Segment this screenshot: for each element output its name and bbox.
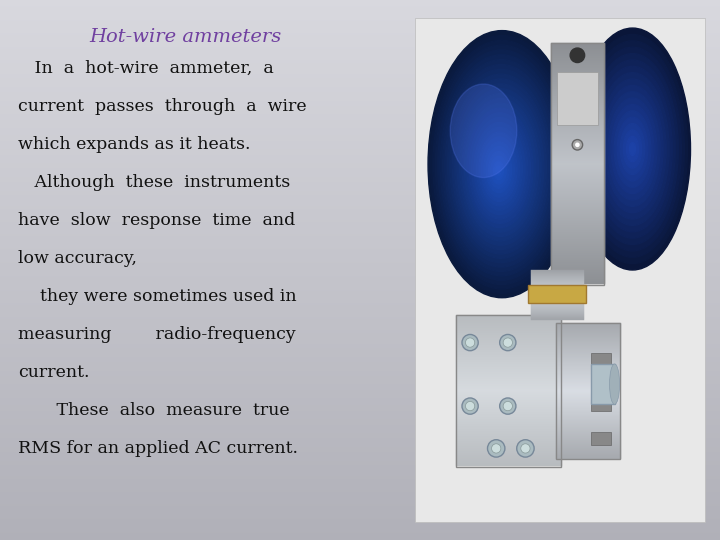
Ellipse shape	[467, 108, 533, 228]
Ellipse shape	[593, 66, 672, 232]
Circle shape	[465, 338, 474, 347]
Ellipse shape	[580, 41, 685, 257]
Bar	[591, 398, 611, 411]
Circle shape	[462, 334, 478, 350]
Ellipse shape	[447, 69, 554, 263]
Ellipse shape	[491, 157, 506, 184]
Bar	[591, 432, 611, 445]
Ellipse shape	[479, 132, 520, 206]
Circle shape	[500, 398, 516, 414]
Circle shape	[503, 338, 513, 347]
Circle shape	[517, 440, 534, 457]
Ellipse shape	[626, 136, 639, 162]
Ellipse shape	[436, 45, 568, 285]
Text: current.: current.	[18, 364, 89, 381]
Ellipse shape	[599, 79, 666, 219]
Ellipse shape	[575, 28, 690, 270]
Ellipse shape	[462, 98, 539, 237]
Text: Although  these  instruments: Although these instruments	[18, 174, 290, 191]
Ellipse shape	[624, 130, 642, 168]
Ellipse shape	[464, 103, 536, 232]
Ellipse shape	[438, 50, 565, 280]
Ellipse shape	[621, 124, 644, 174]
Ellipse shape	[587, 53, 678, 245]
Text: which expands as it heats.: which expands as it heats.	[18, 136, 251, 153]
Ellipse shape	[611, 104, 654, 194]
Ellipse shape	[477, 127, 523, 210]
Ellipse shape	[610, 364, 620, 404]
Bar	[415, 18, 705, 522]
Bar	[557, 323, 620, 459]
Bar	[591, 353, 611, 367]
Ellipse shape	[433, 40, 570, 289]
Ellipse shape	[452, 79, 549, 254]
Bar	[528, 285, 586, 303]
Ellipse shape	[484, 142, 514, 197]
Text: These  also  measure  true: These also measure true	[18, 402, 289, 419]
Circle shape	[465, 401, 474, 411]
Ellipse shape	[577, 35, 688, 264]
Ellipse shape	[428, 31, 576, 298]
Circle shape	[487, 440, 505, 457]
Ellipse shape	[602, 85, 663, 213]
Ellipse shape	[472, 118, 528, 219]
Circle shape	[575, 143, 580, 147]
Ellipse shape	[443, 59, 560, 272]
Bar	[557, 72, 598, 125]
Ellipse shape	[584, 47, 681, 251]
Ellipse shape	[457, 89, 544, 245]
Ellipse shape	[482, 137, 517, 201]
Ellipse shape	[617, 117, 648, 181]
Bar	[591, 364, 615, 404]
Circle shape	[572, 139, 582, 150]
Ellipse shape	[608, 98, 657, 200]
Ellipse shape	[474, 123, 525, 214]
Ellipse shape	[486, 147, 512, 193]
Ellipse shape	[493, 161, 504, 180]
Text: low accuracy,: low accuracy,	[18, 250, 137, 267]
Ellipse shape	[596, 73, 669, 225]
Ellipse shape	[431, 36, 573, 293]
Text: they were sometimes used in: they were sometimes used in	[18, 288, 297, 305]
Ellipse shape	[450, 74, 552, 258]
Ellipse shape	[629, 143, 636, 156]
Ellipse shape	[455, 84, 546, 249]
Text: Hot-wire ammeters: Hot-wire ammeters	[89, 28, 281, 46]
Circle shape	[500, 334, 516, 350]
Circle shape	[521, 444, 530, 453]
Bar	[456, 315, 561, 467]
Ellipse shape	[605, 92, 660, 206]
Ellipse shape	[450, 84, 517, 178]
Circle shape	[462, 398, 478, 414]
Text: have  slow  response  time  and: have slow response time and	[18, 212, 295, 229]
Text: current  passes  through  a  wire: current passes through a wire	[18, 98, 307, 115]
Ellipse shape	[445, 64, 557, 267]
Ellipse shape	[459, 93, 541, 241]
Ellipse shape	[496, 166, 501, 175]
Circle shape	[492, 444, 501, 453]
Ellipse shape	[590, 60, 675, 238]
Ellipse shape	[614, 111, 651, 187]
Text: measuring        radio-frequency: measuring radio-frequency	[18, 326, 296, 343]
Bar	[552, 43, 603, 285]
Text: RMS for an applied AC current.: RMS for an applied AC current.	[18, 440, 298, 457]
Circle shape	[503, 401, 513, 411]
Ellipse shape	[489, 152, 509, 188]
Text: In  a  hot-wire  ammeter,  a: In a hot-wire ammeter, a	[18, 60, 274, 77]
Circle shape	[570, 48, 585, 63]
Ellipse shape	[469, 113, 531, 224]
Ellipse shape	[440, 55, 562, 276]
